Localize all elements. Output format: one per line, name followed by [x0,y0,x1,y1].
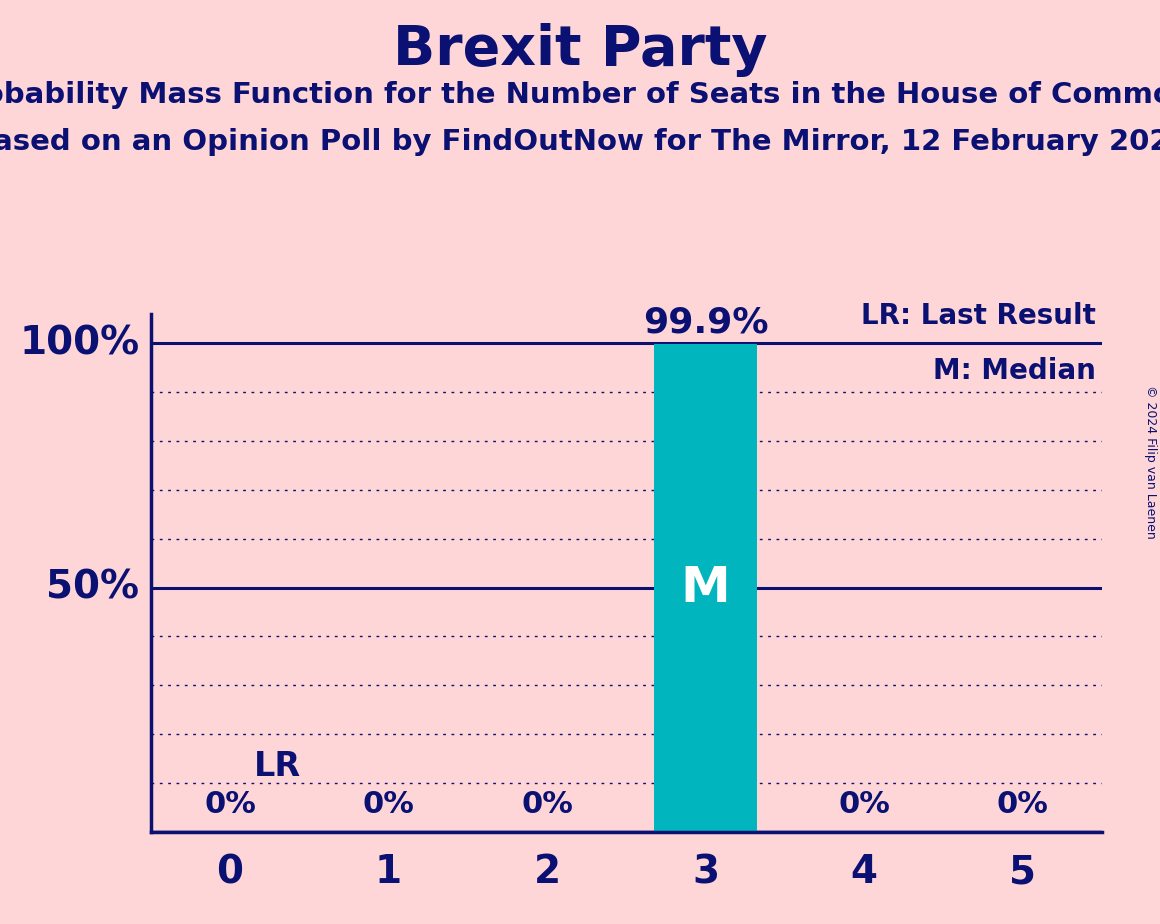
Text: 50%: 50% [46,568,139,606]
Text: 0%: 0% [204,790,256,820]
Text: M: Median: M: Median [934,358,1096,385]
Text: LR: LR [254,749,300,783]
Text: Brexit Party: Brexit Party [393,23,767,77]
Text: 99.9%: 99.9% [643,305,768,339]
Text: 0%: 0% [996,790,1049,820]
Text: Based on an Opinion Poll by FindOutNow for The Mirror, 12 February 2024: Based on an Opinion Poll by FindOutNow f… [0,128,1160,155]
Text: 0%: 0% [521,790,573,820]
Text: © 2024 Filip van Laenen: © 2024 Filip van Laenen [1144,385,1158,539]
Text: M: M [681,564,731,612]
Text: 100%: 100% [19,324,139,362]
Text: 0%: 0% [363,790,414,820]
Bar [654,344,757,832]
Text: Probability Mass Function for the Number of Seats in the House of Commons: Probability Mass Function for the Number… [0,81,1160,109]
Text: 0%: 0% [839,790,890,820]
Text: LR: Last Result: LR: Last Result [862,301,1096,330]
